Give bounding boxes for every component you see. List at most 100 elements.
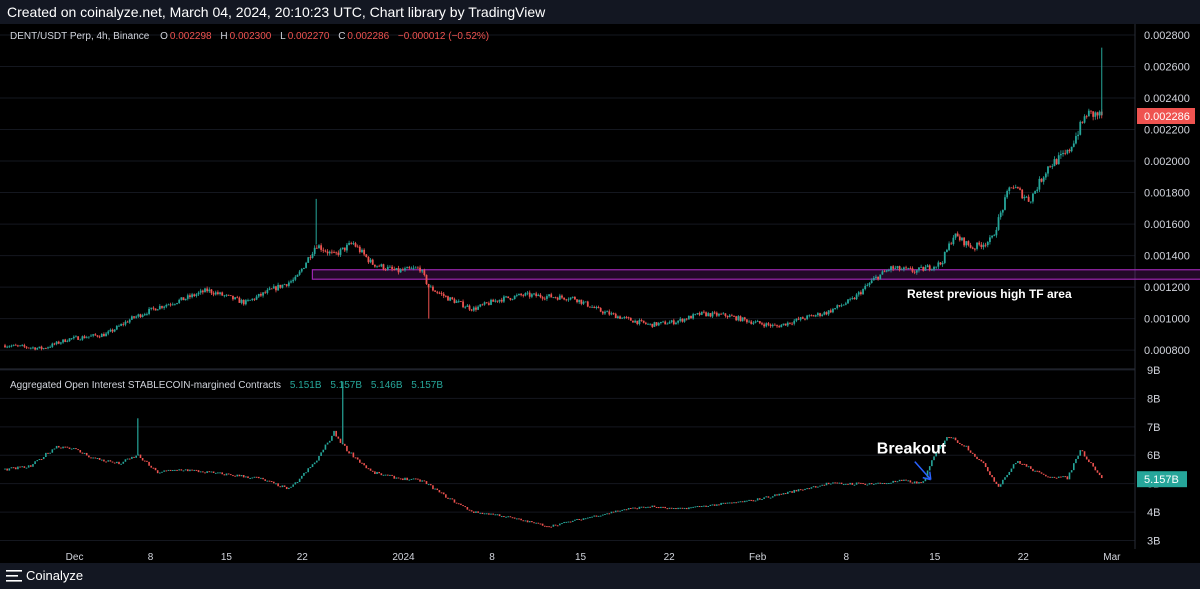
price-candle-body <box>851 298 854 299</box>
oi-bar <box>681 507 684 509</box>
brand-name[interactable]: Coinalyze <box>26 568 84 583</box>
oi-bar <box>326 442 329 445</box>
oi-bar <box>479 512 482 514</box>
oi-bar <box>148 461 150 466</box>
price-candle-body <box>700 311 703 315</box>
price-candle-body <box>509 298 512 300</box>
oi-bar <box>180 469 183 471</box>
oi-bar <box>1027 466 1030 468</box>
price-candle-body <box>244 300 247 305</box>
oi-bar <box>780 493 783 495</box>
price-candle-body <box>169 304 172 306</box>
price-candle-body <box>965 241 968 246</box>
price-candle-body <box>8 346 11 348</box>
price-candle-body <box>567 299 570 301</box>
oi-bar <box>513 517 516 519</box>
price-candle-body <box>1016 187 1019 189</box>
oi-bar <box>92 457 94 459</box>
price-candle-body <box>498 299 501 302</box>
oi-bar <box>1010 468 1013 472</box>
oi-bar <box>739 501 742 503</box>
price-candle-body <box>728 315 731 318</box>
oi-bar <box>1023 463 1026 465</box>
oi-bar <box>361 462 363 464</box>
oi-bar <box>741 501 744 503</box>
symbol-label[interactable]: DENT/USDT Perp, 4h, Binance <box>10 31 150 42</box>
price-candle-body <box>989 237 991 243</box>
price-candle-body <box>384 269 387 271</box>
price-candle-body <box>756 321 759 322</box>
price-candle-body <box>139 314 142 317</box>
oi-bar <box>986 467 989 472</box>
oi-bar <box>395 477 398 479</box>
price-candle-body <box>1047 166 1049 174</box>
price-candle-body <box>369 259 372 263</box>
price-candle-body <box>27 347 30 349</box>
oi-bar <box>380 473 383 476</box>
price-candle-body <box>903 267 905 270</box>
price-candle-body <box>343 247 346 251</box>
price-candle-body <box>285 284 288 286</box>
oi-bar <box>621 509 623 511</box>
retest-zone-rect[interactable] <box>311 269 1200 280</box>
price-candle-body <box>761 323 763 325</box>
oi-bar <box>709 504 712 507</box>
oi-bar <box>1090 462 1092 464</box>
price-candle-body <box>1004 197 1006 210</box>
oi-bar <box>253 476 256 478</box>
oi-bar <box>1062 476 1064 478</box>
oi-bar <box>434 488 436 490</box>
price-candle-body <box>178 299 181 303</box>
oi-bar <box>898 479 901 482</box>
oi-bar <box>300 475 303 479</box>
price-tick-label: 0.002400 <box>1144 93 1190 105</box>
oi-bar <box>483 513 486 515</box>
oi-bar <box>666 508 669 510</box>
price-candle-body <box>1083 116 1086 123</box>
oi-bar <box>670 507 673 509</box>
oi-bar <box>823 484 826 486</box>
price-candle-body <box>352 243 355 245</box>
price-candle-body <box>96 335 99 337</box>
price-candle-body <box>341 247 344 250</box>
price-candle-body <box>339 249 342 255</box>
chart-canvas[interactable]: 0.000800 0.001000 0.001200 0.001400 0.001600… <box>0 24 1200 563</box>
price-candle-body <box>193 294 196 296</box>
oi-value-4: 5.157B <box>411 380 443 391</box>
oi-tick-label: 3B <box>1147 535 1160 547</box>
price-candle-body <box>653 322 656 327</box>
price-candle-body <box>380 264 383 267</box>
oi-bar <box>935 452 937 457</box>
oi-bar <box>1100 475 1103 479</box>
price-candle-body <box>694 313 697 315</box>
price-candle-body <box>696 313 699 314</box>
oi-bar <box>328 440 331 443</box>
oi-bar <box>606 513 608 515</box>
oi-bar <box>580 519 583 521</box>
time-tick-label: 15 <box>929 552 941 563</box>
price-candle-body <box>47 347 49 349</box>
price-candle-body <box>601 311 604 314</box>
oi-bar <box>466 507 469 510</box>
price-candle-body <box>165 305 168 307</box>
price-candle-body <box>604 311 606 314</box>
oi-bar <box>1042 473 1045 475</box>
price-candle-body <box>232 295 234 300</box>
price-candle-body <box>789 322 791 324</box>
oi-bar <box>931 460 933 467</box>
oi-bar <box>948 437 950 439</box>
oi-title[interactable]: Aggregated Open Interest STABLECOIN-marg… <box>10 380 282 391</box>
oi-bar <box>270 481 273 483</box>
oi-bar <box>1055 477 1058 479</box>
oi-bar <box>397 477 400 479</box>
oi-bar <box>107 460 110 462</box>
price-candle-body <box>75 336 77 338</box>
price-candle-body <box>247 300 249 301</box>
price-candle-body <box>221 292 224 296</box>
oi-bar <box>1008 471 1011 475</box>
price-candle-body <box>681 318 684 322</box>
oi-bar <box>956 440 959 443</box>
price-candle-body <box>629 317 632 321</box>
price-candle-body <box>479 304 482 307</box>
oi-bar <box>354 457 357 459</box>
